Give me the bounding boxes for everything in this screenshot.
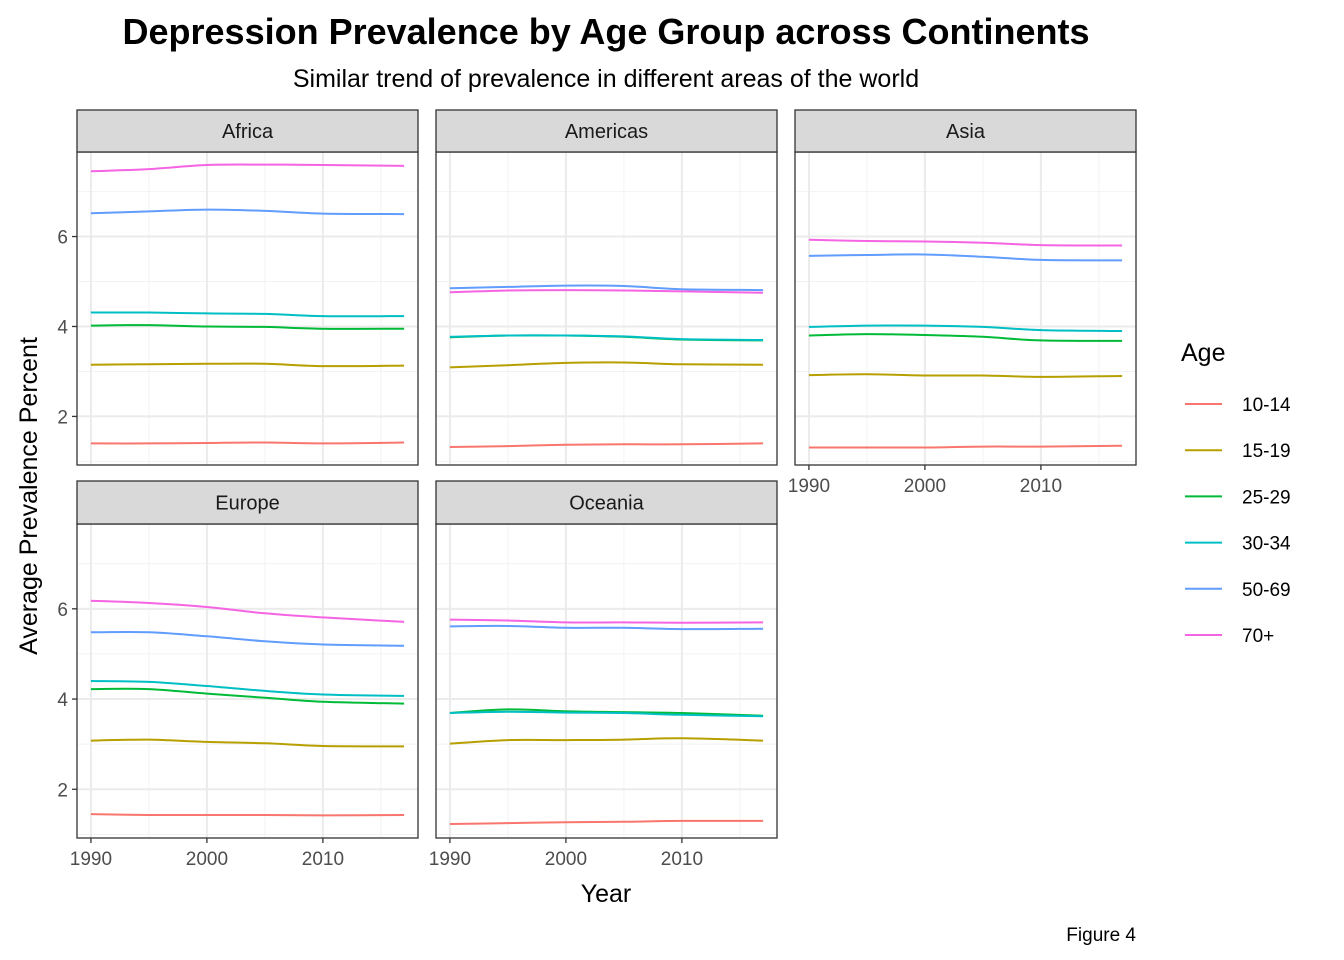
panel-background: [77, 152, 418, 465]
series-line-30-34: [90, 680, 405, 697]
series-line-10-14: [808, 444, 1123, 449]
x-tick-label: 2010: [302, 849, 344, 870]
series-line-50-69: [808, 253, 1123, 262]
y-tick-label: 2: [57, 407, 68, 428]
legend: Age 10-14 15-19 25-29 30-34 50-69 70+: [1181, 339, 1291, 647]
series-line-15-19: [90, 738, 405, 748]
figure-caption: Figure 4: [1066, 925, 1136, 946]
y-tick-label: 6: [57, 228, 68, 249]
legend-item-25-29: 25-29: [1185, 487, 1291, 508]
facet-strip-label: Europe: [215, 493, 280, 515]
y-tick-label: 6: [57, 600, 68, 621]
series-line-50-69: [449, 624, 764, 631]
series-line-70+: [90, 599, 405, 623]
series-line-30-34: [90, 311, 405, 318]
x-tick-label: 2010: [661, 849, 703, 870]
panel-background: [436, 152, 777, 465]
series-line-10-14: [90, 441, 405, 445]
legend-label: 15-19: [1242, 441, 1291, 462]
series-line-25-29: [90, 687, 405, 705]
y-axis-title: Average Prevalence Percent: [15, 337, 43, 655]
facet-panel-europe: Europe 2 4 6 1990 2000 2010: [57, 480, 419, 870]
facet-strip: [435, 109, 778, 153]
facet-panels: Africa 2 4 6 Americas Asia 1990 2000 2010 Europe 2…: [57, 109, 1137, 870]
series-line-50-69: [90, 630, 405, 647]
legend-item-70+: 70+: [1185, 626, 1274, 647]
x-tick-label: 2010: [1020, 476, 1062, 497]
chart-subtitle: Similar trend of prevalence in different…: [293, 65, 919, 93]
x-tick-label: 2000: [186, 849, 228, 870]
facet-panel-africa: Africa 2 4 6: [57, 109, 419, 466]
facet-strip: [76, 480, 419, 525]
chart-title: Depression Prevalence by Age Group acros…: [123, 11, 1090, 52]
legend-title: Age: [1181, 339, 1225, 367]
legend-item-50-69: 50-69: [1185, 580, 1291, 601]
facet-strip-label: Asia: [946, 121, 986, 143]
legend-item-15-19: 15-19: [1185, 441, 1291, 462]
legend-item-10-14: 10-14: [1185, 395, 1291, 416]
series-line-50-69: [449, 284, 764, 292]
x-tick-label: 2000: [904, 476, 946, 497]
series-line-15-19: [449, 361, 764, 369]
y-tick-label: 4: [57, 690, 68, 711]
series-line-25-29: [90, 324, 405, 330]
x-tick-label: 1990: [788, 476, 830, 497]
series-line-30-34: [449, 710, 764, 718]
series-line-15-19: [90, 362, 405, 368]
legend-label: 30-34: [1242, 534, 1291, 555]
x-tick-label: 1990: [429, 849, 471, 870]
legend-label: 50-69: [1242, 580, 1291, 601]
x-tick-label: 1990: [70, 849, 112, 870]
legend-label: 25-29: [1242, 487, 1291, 508]
series-line-70+: [449, 618, 764, 624]
series-line-30-34: [808, 324, 1123, 332]
series-line-15-19: [449, 737, 764, 745]
legend-label: 70+: [1242, 626, 1274, 647]
facet-strip: [76, 109, 419, 153]
x-axis-title: Year: [581, 880, 632, 908]
series-line-10-14: [90, 813, 405, 817]
facet-panel-americas: Americas: [435, 109, 778, 466]
facet-panel-oceania: Oceania 1990 2000 2010: [429, 480, 778, 870]
facet-strip: [435, 480, 778, 525]
x-tick-label: 2000: [545, 849, 587, 870]
series-line-10-14: [449, 819, 764, 825]
series-line-70+: [90, 163, 405, 173]
y-tick-label: 2: [57, 780, 68, 801]
facet-strip-label: Oceania: [569, 493, 644, 515]
legend-item-30-34: 30-34: [1185, 534, 1291, 555]
y-tick-label: 4: [57, 317, 68, 338]
series-line-10-14: [449, 442, 764, 448]
series-line-70+: [808, 238, 1123, 247]
panel-background: [436, 524, 777, 838]
series-line-25-29: [808, 333, 1123, 342]
facet-strip-label: Africa: [222, 121, 274, 143]
facet-panel-asia: Asia 1990 2000 2010: [788, 109, 1137, 497]
panel-background: [795, 152, 1136, 465]
series-line-30-34: [449, 334, 764, 341]
series-line-70+: [449, 289, 764, 294]
legend-label: 10-14: [1242, 395, 1291, 416]
series-line-50-69: [90, 208, 405, 216]
series-line-15-19: [808, 373, 1123, 378]
series-line-25-29: [449, 708, 764, 717]
facet-strip-label: Americas: [565, 121, 648, 143]
facet-strip: [794, 109, 1137, 153]
